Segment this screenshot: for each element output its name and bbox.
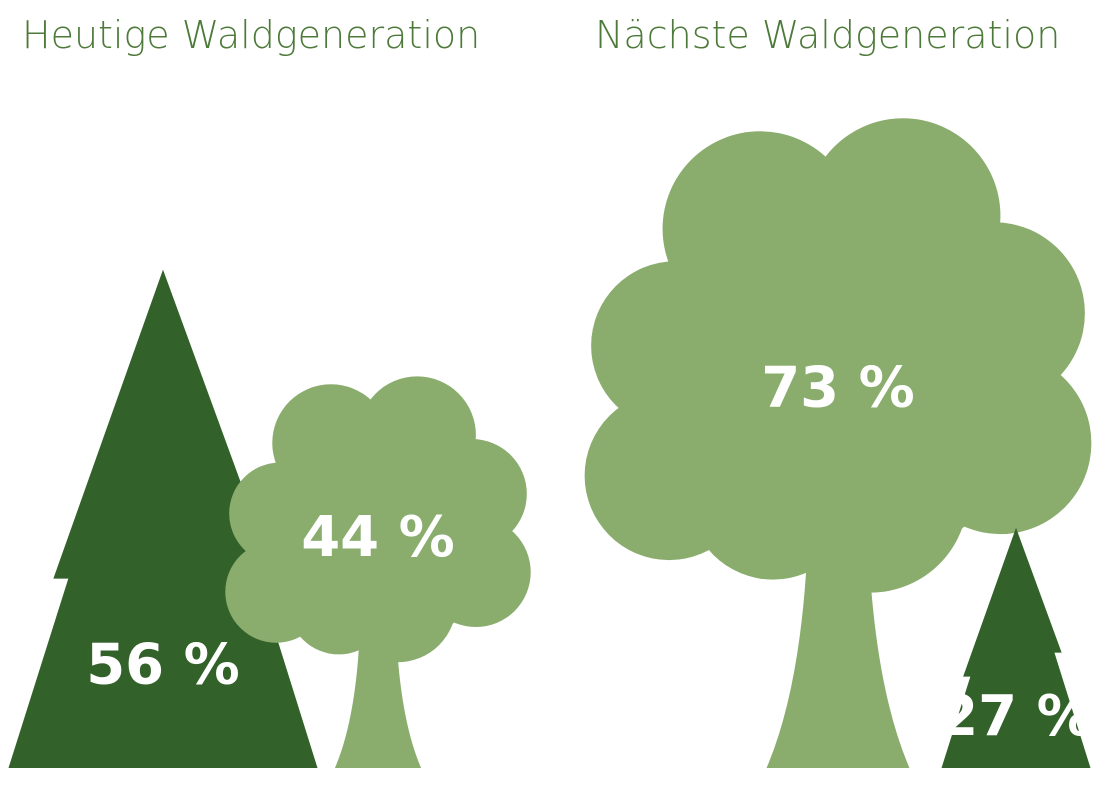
value-label: 73 % <box>761 355 915 420</box>
crown-part <box>229 462 332 565</box>
trunk <box>766 508 910 768</box>
tree <box>941 527 1091 768</box>
trunk <box>334 611 422 768</box>
tree <box>584 118 1092 768</box>
crown-part <box>591 261 761 431</box>
value-label: 44 % <box>301 505 455 570</box>
tree <box>8 269 318 768</box>
value-label: 27 % <box>939 684 1093 749</box>
crown-part <box>417 439 527 549</box>
conifer-shape <box>8 269 318 768</box>
crown-part <box>902 222 1085 405</box>
tree <box>225 376 531 768</box>
value-label: 56 % <box>86 632 240 697</box>
conifer-shape <box>941 527 1091 768</box>
panel-title: Heutige Waldgeneration <box>22 13 480 57</box>
panel-title: Nächste Waldgeneration <box>595 13 1060 57</box>
